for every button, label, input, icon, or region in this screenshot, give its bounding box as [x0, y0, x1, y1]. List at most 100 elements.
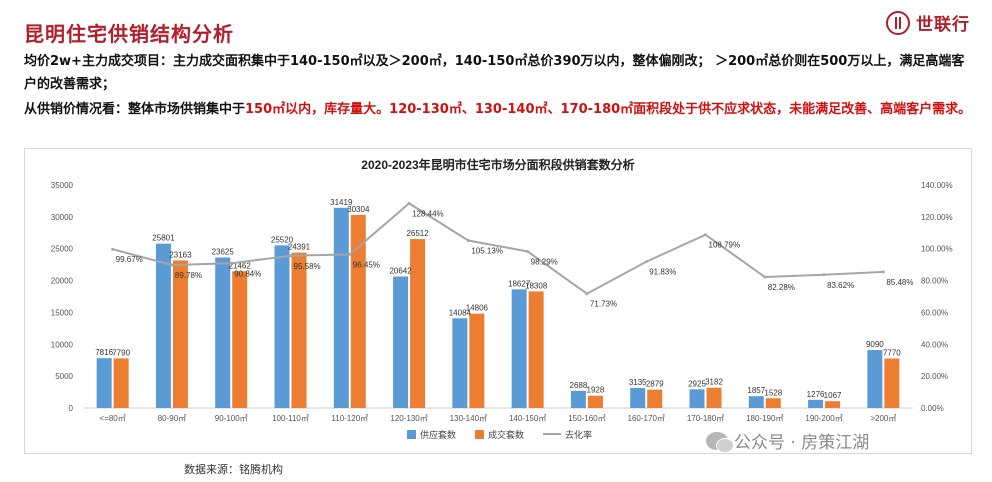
summary-paragraph-1: 均价2w+主力成交项目：主力成交面积集中于140-150㎡以及＞200㎡，140… — [24, 54, 965, 92]
supply-bar — [215, 257, 231, 408]
deal-bar-label: 1528 — [764, 388, 782, 397]
supply-bar-label: 2925 — [688, 379, 706, 388]
supply-bar — [511, 289, 527, 408]
deal-bar-label: 1928 — [587, 386, 605, 395]
deal-bar — [884, 358, 900, 408]
legend-deal-label: 成交套数 — [488, 429, 524, 440]
supply-bar — [393, 276, 409, 408]
deal-bar-label: 21462 — [229, 261, 252, 270]
deal-bar-label: 2879 — [646, 380, 664, 389]
rate-label: 95.58% — [294, 262, 321, 271]
deal-bar-label: 1067 — [824, 391, 842, 400]
x-tick-label: 80-90㎡ — [158, 414, 186, 423]
x-tick-label: 120-130㎡ — [390, 414, 427, 423]
rate-label: 83.62% — [827, 281, 854, 290]
page-title: 昆明住宅供销结构分析 — [24, 22, 234, 46]
deal-bar — [232, 271, 248, 408]
deal-bar-label: 7790 — [112, 348, 130, 357]
x-tick-label: 90-100㎡ — [215, 414, 248, 423]
y-left-tick-label: 35000 — [51, 181, 74, 190]
rate-label: 82.28% — [768, 283, 795, 292]
legend-deal-swatch — [475, 430, 484, 439]
deal-bar — [825, 401, 841, 408]
logo-text: 世联行 — [916, 15, 970, 35]
deal-bar — [528, 291, 544, 408]
rate-label: 108.79% — [709, 241, 741, 250]
deal-bar — [350, 214, 366, 408]
y-left-tick-label: 30000 — [51, 213, 74, 222]
supply-bar-label: 18627 — [508, 279, 531, 288]
logo-mark-icon — [886, 10, 910, 35]
supply-bar-label: 23625 — [212, 247, 235, 256]
rate-point — [585, 292, 589, 296]
rate-label: 98.29% — [531, 257, 558, 266]
wechat-icon — [706, 431, 734, 453]
supply-bar-label: 2688 — [570, 381, 588, 390]
supply-bar — [808, 399, 824, 408]
deal-bar-label: 14806 — [466, 304, 489, 313]
deal-bar — [410, 239, 426, 408]
rate-point — [881, 270, 885, 274]
y-right-tick-label: 140.00% — [921, 181, 953, 190]
deal-bar — [587, 395, 603, 408]
deal-bar — [469, 313, 485, 408]
rate-label: 96.45% — [353, 260, 380, 269]
supply-bar — [452, 318, 468, 408]
deal-bar — [172, 260, 188, 408]
x-tick-label: 180-190㎡ — [746, 414, 783, 423]
rate-label: 105.13% — [471, 247, 503, 256]
watermark-text: 公众号 · 房策江湖 — [734, 433, 870, 453]
rate-label: 128.44% — [412, 209, 444, 218]
x-tick-label: >200㎡ — [870, 414, 896, 423]
x-tick-label: 150-160㎡ — [568, 414, 605, 423]
deal-bar — [291, 252, 307, 408]
supply-bar-label: 20642 — [389, 266, 412, 275]
supply-bar-label: 25801 — [152, 234, 175, 243]
rate-point — [407, 201, 411, 205]
x-tick-label: 100-110㎡ — [272, 414, 309, 423]
y-right-tick-label: 120.00% — [921, 213, 953, 222]
deal-bar — [706, 387, 722, 408]
deal-bar-label: 24391 — [288, 243, 311, 252]
rate-label: 99.67% — [116, 255, 143, 264]
y-left-tick-label: 15000 — [51, 308, 74, 317]
y-left-tick-label: 5000 — [55, 372, 73, 381]
summary-paragraph-2-prefix: 从供销价情况看：整体市场供销集中于 — [24, 102, 246, 117]
x-tick-label: 110-120㎡ — [331, 414, 368, 423]
deal-bar — [113, 358, 129, 408]
supply-bar — [867, 350, 883, 408]
company-logo: 世联行 — [886, 10, 970, 35]
supply-bar-label: 7816 — [95, 348, 113, 357]
supply-bar — [689, 389, 705, 408]
rate-point — [704, 233, 707, 237]
x-tick-label: 130-140㎡ — [450, 414, 487, 423]
supply-bar — [630, 388, 646, 408]
x-tick-label: <=80㎡ — [100, 414, 126, 423]
deal-bar — [765, 398, 781, 408]
deal-bar-label: 18308 — [525, 281, 548, 290]
x-tick-label: 190-200㎡ — [805, 414, 842, 423]
rate-point — [289, 254, 292, 258]
supply-bar-label: 9090 — [866, 340, 884, 349]
deal-bar-label: 23163 — [169, 250, 192, 259]
chart-title: 2020-2023年昆明市住宅市场分面积段供销套数分析 — [361, 157, 634, 172]
supply-bar-label: 1276 — [807, 390, 825, 399]
y-left-tick-label: 25000 — [51, 245, 74, 254]
y-right-tick-label: 60.00% — [921, 308, 948, 317]
deal-bar-label: 7770 — [883, 348, 901, 357]
deal-bar-label: 3182 — [705, 378, 723, 387]
rate-point — [644, 260, 648, 264]
rate-point — [111, 247, 115, 251]
legend-supply-label: 供应套数 — [420, 429, 456, 440]
deal-bar-label: 30304 — [347, 205, 370, 214]
rate-label: 85.48% — [886, 278, 913, 287]
y-right-tick-label: 80.00% — [921, 277, 948, 286]
rate-label: 71.73% — [590, 300, 617, 309]
data-source: 数据来源：铭腾机构 — [184, 463, 283, 476]
deal-bar — [647, 389, 663, 408]
supply-bar — [570, 390, 586, 408]
y-left-tick-label: 20000 — [51, 277, 74, 286]
supply-bar-label: 1857 — [747, 386, 765, 395]
rate-label: 90.84% — [234, 269, 261, 278]
y-left-tick-label: 0 — [69, 404, 74, 413]
